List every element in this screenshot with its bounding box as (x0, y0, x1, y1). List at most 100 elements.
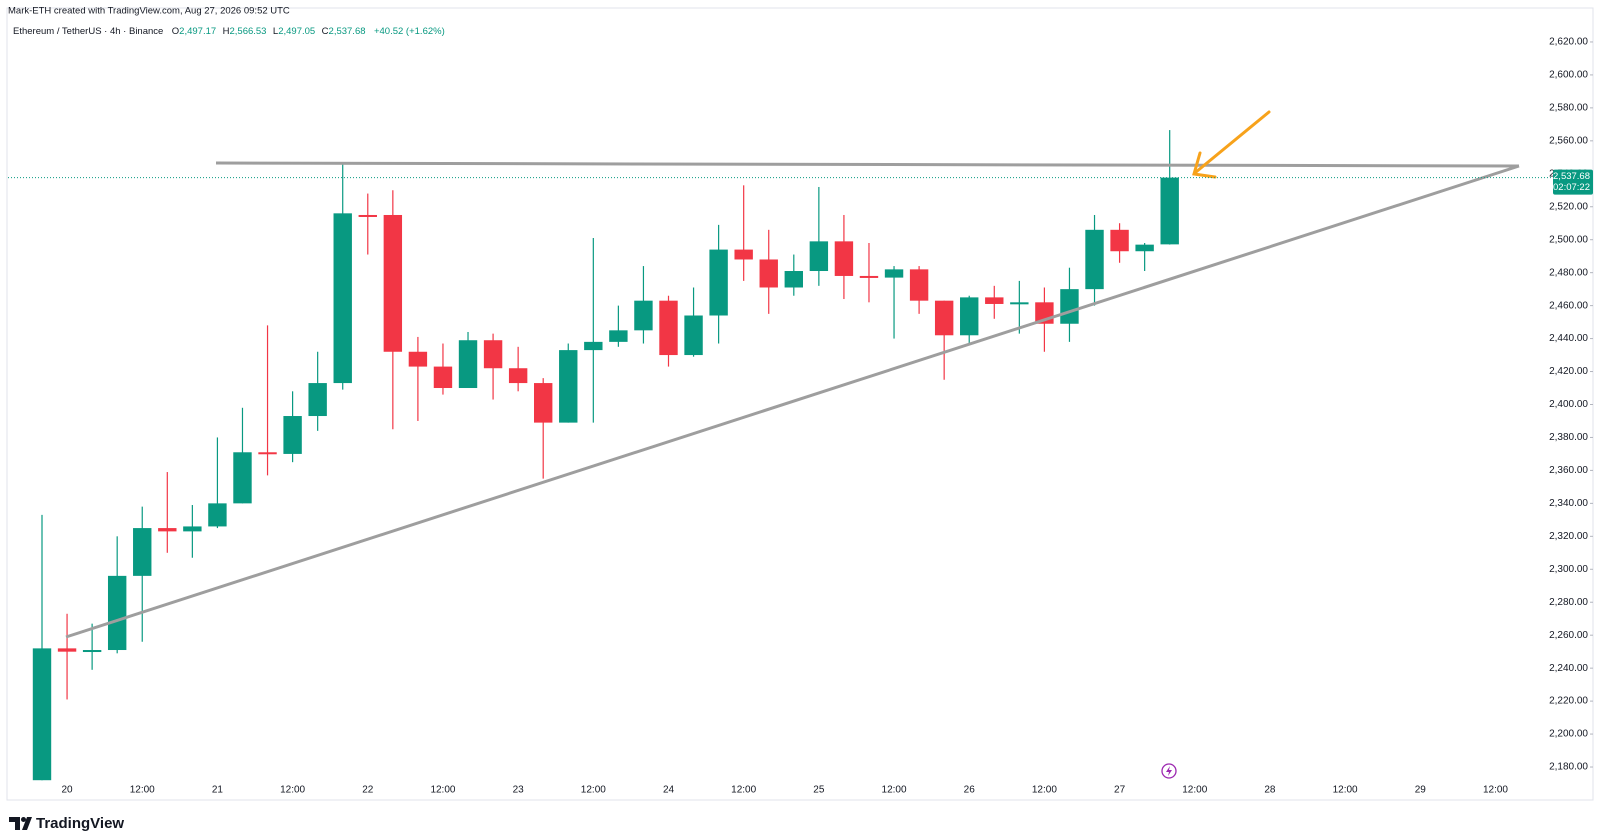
countdown: 02:07:22 (1553, 182, 1590, 193)
candle-body (82, 650, 102, 653)
y-tick-label: 2,420.00 (1549, 366, 1588, 377)
candle-body (183, 526, 202, 532)
candle-body (1060, 289, 1079, 324)
chart-frame (6, 7, 1594, 801)
x-tick-label: 12:00 (1182, 785, 1207, 796)
candle-body (1010, 302, 1029, 305)
ohlc-value: 2,566.53 (229, 26, 266, 37)
candle-body (609, 330, 628, 342)
x-tick-label: 21 (212, 785, 224, 796)
candle-body (308, 383, 327, 417)
candle-body (208, 503, 227, 527)
candle-body (534, 383, 553, 423)
y-tick-label: 2,200.00 (1549, 729, 1588, 740)
candle-body (684, 315, 703, 356)
x-tick-label: 28 (1264, 785, 1276, 796)
x-tick-label: 23 (513, 785, 525, 796)
brand-logo: TradingView (9, 815, 124, 832)
y-tick-label: 2,560.00 (1549, 135, 1588, 146)
candle-body (960, 297, 979, 336)
candle-body (709, 249, 728, 316)
candle-body (834, 241, 854, 276)
arrow (1192, 110, 1271, 179)
x-tick-label: 12:00 (882, 785, 907, 796)
y-tick-label: 2,440.00 (1549, 333, 1588, 344)
y-tick-label: 2,460.00 (1549, 300, 1588, 311)
event-icon (1161, 763, 1177, 779)
x-tick-label: 12:00 (581, 785, 606, 796)
candle-body (884, 269, 904, 278)
change: +40.52 (+1.62%) (374, 26, 445, 37)
x-tick-label: 29 (1415, 785, 1427, 796)
last-price-box (1553, 169, 1593, 195)
candle-body (383, 214, 403, 352)
attribution: Mark-ETH created with TradingView.com, A… (8, 6, 290, 17)
x-tick-label: 25 (813, 785, 825, 796)
x-tick-label: 12:00 (1483, 785, 1508, 796)
y-tick-label: 2,360.00 (1549, 465, 1588, 476)
candle-body (133, 528, 152, 576)
candle-body (258, 452, 277, 455)
candle-body (559, 350, 578, 423)
candle-body (659, 300, 678, 356)
x-tick-label: 27 (1114, 785, 1126, 796)
candle-body (158, 528, 177, 532)
candle-body (1085, 229, 1104, 290)
x-tick-label: 12:00 (731, 785, 756, 796)
y-tick-label: 2,300.00 (1549, 564, 1588, 575)
candle-body (358, 214, 377, 217)
y-tick-label: 2,180.00 (1549, 762, 1588, 773)
y-tick-label: 2,320.00 (1549, 531, 1588, 542)
last-price-label: 2,537.68 (1553, 171, 1590, 182)
x-tick-label: 12:00 (1333, 785, 1358, 796)
candle-body (809, 241, 829, 272)
x-tick-label: 12:00 (280, 785, 305, 796)
y-tick-label: 2,220.00 (1549, 696, 1588, 707)
candle-body (333, 213, 352, 384)
ohlc-key: C (322, 26, 329, 37)
candle-body (985, 297, 1004, 304)
y-tick-label: 2,340.00 (1549, 498, 1588, 509)
ohlc-key: O (172, 26, 179, 37)
x-tick-label: 20 (61, 785, 73, 796)
candle-body (483, 340, 503, 369)
ohlc-key: H (223, 26, 230, 37)
symbol: Ethereum / TetherUS · 4h · Binance (13, 26, 163, 37)
candle-body (634, 300, 653, 331)
candle-body (934, 300, 954, 336)
candles (32, 130, 1179, 781)
candle-body (859, 275, 879, 278)
candle-body (458, 340, 478, 389)
y-tick-label: 2,580.00 (1549, 103, 1588, 114)
x-tick-label: 12:00 (1032, 785, 1057, 796)
candle-body (508, 368, 528, 384)
candle-body (283, 416, 302, 454)
y-tick-label: 2,240.00 (1549, 663, 1588, 674)
candle-body (734, 249, 753, 260)
ohlc-value: 2,537.68 (329, 26, 366, 37)
trend-line (65, 164, 1520, 639)
candle-body (107, 575, 127, 651)
candle-body (584, 341, 603, 351)
candle-body (1160, 177, 1179, 245)
y-tick-label: 2,280.00 (1549, 597, 1588, 608)
x-tick-label: 22 (362, 785, 374, 796)
candle-body (909, 269, 929, 301)
candle-body (57, 648, 77, 652)
candle-body (233, 452, 252, 504)
y-tick-label: 2,600.00 (1549, 70, 1588, 81)
y-tick-label: 2,400.00 (1549, 399, 1588, 410)
y-tick-label: 2,620.00 (1549, 37, 1588, 48)
x-tick-label: 26 (964, 785, 976, 796)
ohlc-key: L (273, 26, 278, 37)
y-tick-label: 2,260.00 (1549, 630, 1588, 641)
y-tick-label: 2,480.00 (1549, 267, 1588, 278)
y-tick-label: 2,500.00 (1549, 234, 1588, 245)
y-tick-label: 2,520.00 (1549, 201, 1588, 212)
candle-body (759, 259, 778, 288)
x-tick-label: 24 (663, 785, 675, 796)
brand-name: TradingView (36, 815, 124, 832)
candle-body (408, 351, 428, 367)
